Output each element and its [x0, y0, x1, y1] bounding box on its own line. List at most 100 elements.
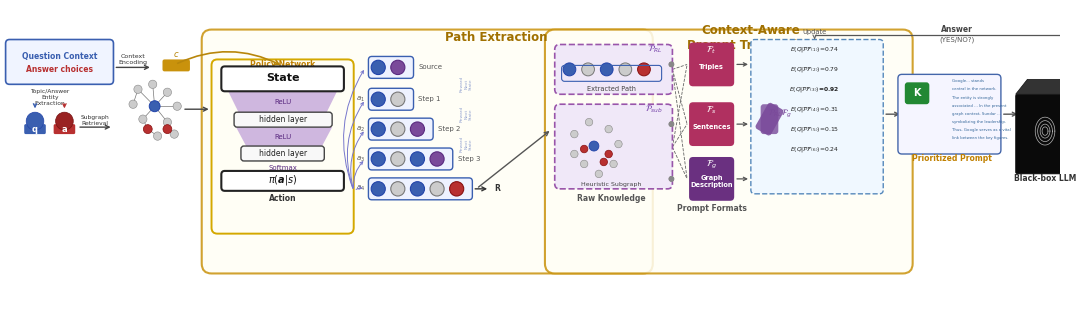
Polygon shape: [1075, 79, 1080, 174]
Text: Prioritized Prompt: Prioritized Prompt: [912, 154, 991, 163]
Circle shape: [605, 125, 612, 133]
Circle shape: [372, 60, 386, 74]
Text: Step 2: Step 2: [438, 126, 460, 132]
Circle shape: [391, 182, 405, 196]
Circle shape: [26, 112, 44, 130]
Text: ?: ?: [1078, 123, 1080, 129]
Text: $E(Q|\mathcal{PF}_{(4)})$=0.31: $E(Q|\mathcal{PF}_{(4)})$=0.31: [791, 105, 839, 114]
Circle shape: [589, 141, 599, 151]
Circle shape: [149, 101, 160, 112]
Circle shape: [55, 112, 73, 130]
Circle shape: [449, 182, 463, 196]
FancyBboxPatch shape: [755, 103, 784, 136]
FancyBboxPatch shape: [1015, 94, 1075, 174]
Circle shape: [669, 122, 674, 127]
Circle shape: [669, 62, 674, 67]
FancyBboxPatch shape: [212, 59, 354, 234]
Text: Softmax: Softmax: [269, 165, 298, 171]
Text: $a_4$: $a_4$: [356, 184, 365, 193]
FancyBboxPatch shape: [368, 148, 453, 170]
Circle shape: [138, 115, 147, 123]
Circle shape: [163, 125, 172, 133]
Text: Source: Source: [418, 64, 443, 70]
Polygon shape: [237, 127, 333, 151]
FancyBboxPatch shape: [24, 124, 45, 134]
Text: Thus, Google serves as a vital: Thus, Google serves as a vital: [951, 128, 1011, 132]
FancyBboxPatch shape: [689, 157, 734, 201]
FancyBboxPatch shape: [368, 118, 433, 140]
Circle shape: [582, 63, 594, 76]
Text: R: R: [494, 184, 500, 193]
Text: Topic/Answer
Entity
Extraction: Topic/Answer Entity Extraction: [30, 89, 69, 106]
Circle shape: [669, 62, 674, 67]
Text: Reward
Next
State: Reward Next State: [460, 136, 473, 152]
Text: Heuristic Subgraph: Heuristic Subgraph: [581, 182, 642, 187]
Text: ReLU: ReLU: [274, 134, 292, 140]
FancyBboxPatch shape: [162, 59, 190, 71]
Circle shape: [580, 145, 588, 153]
Circle shape: [144, 125, 152, 133]
Text: State: State: [267, 73, 300, 83]
FancyBboxPatch shape: [221, 171, 343, 191]
FancyBboxPatch shape: [5, 40, 113, 84]
Circle shape: [669, 176, 674, 181]
Text: Policy Network: Policy Network: [251, 60, 315, 69]
Text: $\mathcal{P}_{sub}$: $\mathcal{P}_{sub}$: [645, 104, 663, 115]
Circle shape: [391, 152, 405, 166]
Circle shape: [410, 182, 424, 196]
Circle shape: [171, 130, 178, 138]
Polygon shape: [1015, 79, 1080, 94]
Circle shape: [619, 63, 632, 76]
Text: Answer: Answer: [941, 25, 973, 34]
Circle shape: [372, 152, 386, 166]
Text: associated ... In the present: associated ... In the present: [951, 104, 1007, 108]
Text: central in the network.: central in the network.: [951, 87, 997, 91]
Text: Google... stands: Google... stands: [951, 79, 984, 83]
Circle shape: [1024, 109, 1067, 153]
Text: $\mathcal{P}_{RL}$: $\mathcal{P}_{RL}$: [648, 44, 663, 55]
Circle shape: [580, 160, 588, 168]
Text: The entity is strongly: The entity is strongly: [951, 96, 994, 100]
Text: Update: Update: [802, 28, 826, 35]
Circle shape: [570, 130, 578, 138]
Text: Action: Action: [269, 194, 297, 203]
Text: Black-box LLM: Black-box LLM: [1014, 174, 1077, 183]
Text: $E(Q|\mathcal{PF}_{(6)})$=0.24: $E(Q|\mathcal{PF}_{(6)})$=0.24: [791, 145, 839, 154]
Circle shape: [134, 85, 143, 94]
Text: Context
Encoding: Context Encoding: [119, 54, 148, 65]
Circle shape: [669, 176, 674, 181]
Text: $a_2$: $a_2$: [356, 125, 365, 134]
Text: $\mathcal{P}_{RL}\mathcal{F}_g$: $\mathcal{P}_{RL}\mathcal{F}_g$: [768, 108, 793, 120]
Text: a: a: [62, 125, 67, 133]
Text: Subgraph
Retrieval: Subgraph Retrieval: [80, 115, 109, 125]
Circle shape: [163, 88, 172, 96]
Circle shape: [410, 152, 424, 166]
Text: Step 3: Step 3: [458, 156, 481, 162]
FancyBboxPatch shape: [897, 74, 1001, 154]
Text: Prompt Formats: Prompt Formats: [677, 204, 746, 213]
Text: $E(Q|\mathcal{PF}_{(5)})$=0.15: $E(Q|\mathcal{PF}_{(5)})$=0.15: [789, 125, 839, 133]
Text: $\mathcal{F}_t$: $\mathcal{F}_t$: [706, 45, 717, 56]
Polygon shape: [228, 91, 337, 117]
Text: Raw Knowledge: Raw Knowledge: [578, 194, 646, 203]
FancyBboxPatch shape: [555, 104, 673, 189]
Text: ReLU: ReLU: [274, 99, 292, 105]
Text: $\mathcal{F}_s$: $\mathcal{F}_s$: [706, 104, 717, 116]
Text: $\mathcal{F}_g$: $\mathcal{F}_g$: [705, 159, 717, 171]
Text: $E(Q|\mathcal{PF}_{(2)})$=0.79: $E(Q|\mathcal{PF}_{(2)})$=0.79: [791, 65, 839, 74]
Text: Step 1: Step 1: [418, 96, 441, 102]
Text: graph context, Sundar ...: graph context, Sundar ...: [951, 112, 1001, 116]
Text: Triples: Triples: [699, 64, 724, 70]
FancyBboxPatch shape: [555, 44, 673, 94]
Circle shape: [600, 158, 607, 166]
FancyBboxPatch shape: [368, 57, 414, 78]
Circle shape: [391, 60, 405, 74]
Circle shape: [605, 150, 612, 158]
Text: K: K: [914, 88, 921, 98]
FancyBboxPatch shape: [368, 88, 414, 110]
Text: $c$: $c$: [173, 50, 179, 59]
Circle shape: [391, 92, 405, 106]
FancyBboxPatch shape: [751, 40, 883, 194]
Circle shape: [563, 63, 576, 76]
Text: $a_1$: $a_1$: [356, 95, 365, 104]
